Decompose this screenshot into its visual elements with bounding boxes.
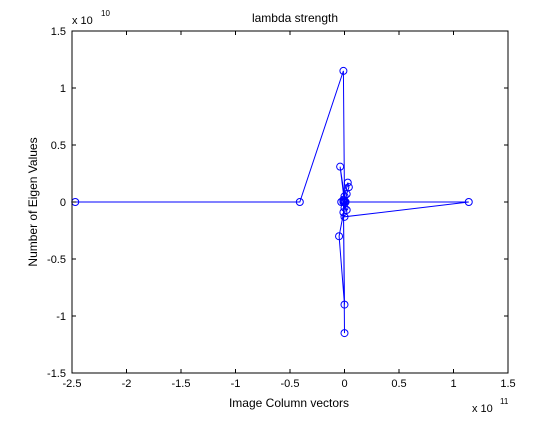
y-tick-label: -0.5: [47, 254, 66, 266]
y-tick-label: 0: [60, 197, 66, 209]
y-tick-label: 0.5: [51, 140, 66, 152]
x-tick-label: -1.5: [172, 378, 191, 390]
x-tick-label: 1: [450, 378, 456, 390]
y-tick-label: 1.5: [51, 26, 66, 38]
y-axis-multiplier: x 10: [72, 15, 93, 27]
x-axis-multiplier: x 10: [472, 403, 493, 415]
x-tick-label: -1: [231, 378, 241, 390]
chart-title: lambda strength: [252, 11, 338, 25]
x-axis-exponent: 11: [500, 397, 509, 406]
x-tick-label: 0: [341, 378, 347, 390]
y-tick-label: -1.5: [47, 368, 66, 380]
y-tick-label: 1: [60, 83, 66, 95]
x-axis-label: Image Column vectors: [229, 396, 349, 410]
y-axis-label: Number of Eigen Values: [26, 137, 40, 266]
x-tick-label: -2: [122, 378, 132, 390]
x-tick-label: 1.5: [500, 378, 515, 390]
y-axis-exponent: 10: [101, 9, 110, 18]
y-tick-label: -1: [56, 311, 66, 323]
x-tick-label: -0.5: [281, 378, 300, 390]
x-tick-label: 0.5: [391, 378, 406, 390]
